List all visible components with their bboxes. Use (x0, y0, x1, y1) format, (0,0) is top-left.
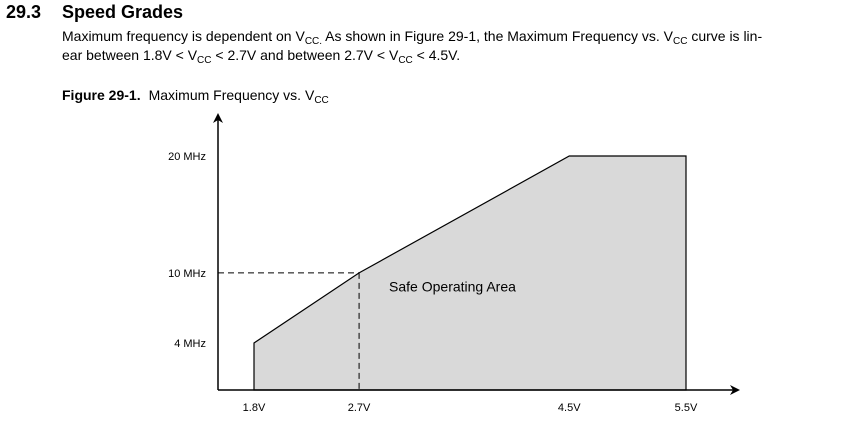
paragraph-text: < 4.5V. (412, 47, 461, 63)
y-tick-label: 20 MHz (168, 151, 206, 163)
section-number: 29.3 (6, 2, 42, 22)
section-heading: 29.3 Speed Grades (6, 2, 183, 23)
paragraph-text: curve is lin- (687, 28, 763, 44)
subscript: CC (314, 95, 329, 106)
paragraph-text: Maximum frequency is dependent on V (62, 28, 305, 44)
paragraph-text: < 2.7V and between 2.7V < V (211, 47, 399, 63)
figure-caption: Figure 29-1. Maximum Frequency vs. VCC (62, 87, 329, 106)
x-tick-label: 5.5V (675, 402, 698, 414)
x-tick-label: 1.8V (243, 402, 266, 414)
figure-title: Maximum Frequency vs. V (148, 87, 315, 103)
subscript: CC. (304, 36, 323, 47)
subscript: CC (197, 55, 212, 66)
subscript: CC (398, 55, 413, 66)
x-tick-label: 4.5V (558, 402, 581, 414)
paragraph-text: ear between 1.8V < V (62, 47, 198, 63)
y-tick-label: 4 MHz (174, 338, 206, 350)
section-title: Speed Grades (62, 2, 184, 22)
x-tick-label: 2.7V (348, 402, 371, 414)
figure-label: Figure 29-1. (62, 87, 141, 103)
subscript: CC (672, 36, 688, 47)
area-annotation: Safe Operating Area (389, 279, 516, 295)
y-tick-label: 10 MHz (168, 268, 206, 280)
paragraph-text: As shown in Figure 29-1, the Maximum Fre… (322, 28, 673, 44)
paragraph-line-2: ear between 1.8V < VCC < 2.7V and betwee… (62, 46, 832, 66)
paragraph-line-1: Maximum frequency is dependent on VCC. A… (62, 27, 832, 47)
